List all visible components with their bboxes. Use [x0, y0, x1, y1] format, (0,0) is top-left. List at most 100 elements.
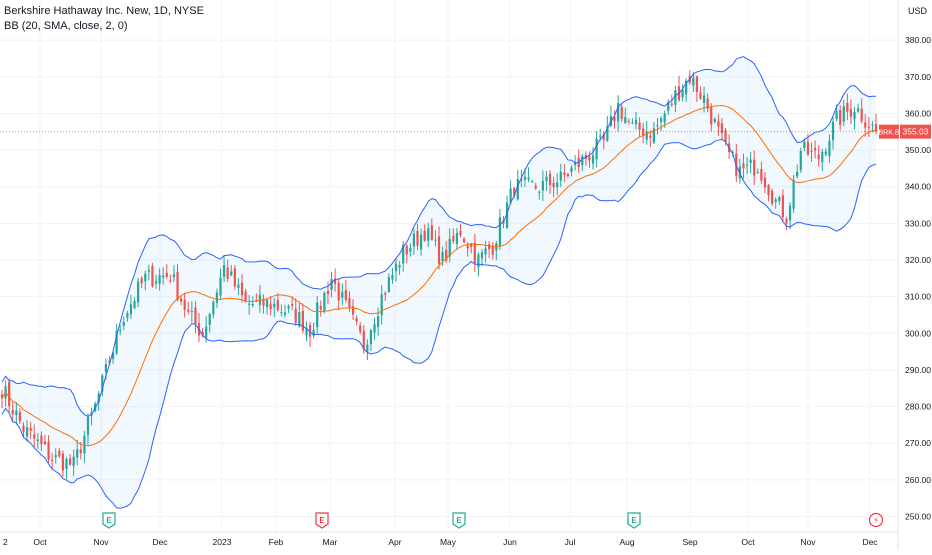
- candle[interactable]: [222, 255, 226, 282]
- candle[interactable]: [756, 168, 759, 174]
- candle[interactable]: [54, 448, 57, 464]
- candle[interactable]: [799, 147, 802, 174]
- candle[interactable]: [351, 299, 355, 320]
- candle[interactable]: [810, 142, 813, 162]
- candle[interactable]: [194, 300, 197, 334]
- candle[interactable]: [813, 140, 817, 159]
- candle[interactable]: [233, 265, 236, 290]
- candle[interactable]: [824, 147, 827, 157]
- candle[interactable]: [129, 295, 133, 320]
- candle[interactable]: [76, 439, 79, 465]
- candle[interactable]: [545, 170, 548, 191]
- candle[interactable]: [566, 172, 570, 178]
- candle[interactable]: [86, 413, 90, 445]
- candle[interactable]: [849, 99, 853, 125]
- candle[interactable]: [570, 165, 573, 177]
- candle[interactable]: [856, 103, 860, 113]
- candle[interactable]: [753, 150, 756, 185]
- candle[interactable]: [373, 317, 376, 341]
- time-axis[interactable]: 2 Oct Nov Dec 2023 Feb Mar Apr May Jun Jul Aug Sep Oc…: [0, 531, 898, 547]
- candle[interactable]: [319, 300, 322, 317]
- candle[interactable]: [387, 273, 390, 293]
- candle[interactable]: [162, 267, 165, 285]
- candle[interactable]: [509, 180, 512, 205]
- candle[interactable]: [831, 116, 835, 150]
- candle[interactable]: [763, 172, 767, 194]
- candle[interactable]: [158, 268, 161, 291]
- candle[interactable]: [470, 242, 473, 254]
- candle[interactable]: [18, 408, 22, 425]
- symbol-title[interactable]: Berkshire Hathaway Inc. New, 1D, NYSE: [4, 5, 204, 17]
- candle[interactable]: [556, 173, 559, 196]
- candle[interactable]: [341, 283, 344, 306]
- candle[interactable]: [291, 296, 294, 311]
- candle[interactable]: [491, 241, 494, 260]
- candle[interactable]: [423, 224, 426, 242]
- candle[interactable]: [430, 218, 433, 241]
- candle[interactable]: [459, 223, 462, 238]
- candle[interactable]: [842, 99, 845, 127]
- candle[interactable]: [685, 78, 688, 102]
- candle[interactable]: [484, 240, 487, 263]
- candle[interactable]: [796, 164, 799, 179]
- candle[interactable]: [695, 75, 699, 102]
- candle[interactable]: [308, 321, 312, 347]
- candle[interactable]: [749, 152, 752, 174]
- candle[interactable]: [448, 228, 451, 263]
- candle[interactable]: [11, 402, 14, 422]
- candle[interactable]: [0, 389, 4, 409]
- candle[interactable]: [144, 270, 147, 291]
- candle[interactable]: [853, 106, 856, 130]
- candle[interactable]: [201, 328, 204, 338]
- candle[interactable]: [674, 85, 677, 113]
- candle[interactable]: [538, 190, 541, 200]
- candle[interactable]: [355, 315, 358, 326]
- candle[interactable]: [147, 264, 150, 281]
- candle[interactable]: [634, 111, 638, 130]
- earnings-marker-icon[interactable]: ⚡: [868, 512, 884, 528]
- candle[interactable]: [616, 95, 620, 132]
- candle[interactable]: [441, 246, 444, 266]
- candle[interactable]: [366, 339, 369, 360]
- candle[interactable]: [8, 378, 11, 413]
- candle[interactable]: [208, 312, 211, 333]
- candle[interactable]: [398, 261, 401, 276]
- candle[interactable]: [276, 293, 279, 312]
- candle[interactable]: [283, 304, 287, 318]
- candle[interactable]: [36, 432, 39, 449]
- candle[interactable]: [563, 163, 566, 183]
- candle[interactable]: [344, 279, 347, 303]
- candle[interactable]: [781, 189, 784, 223]
- candle[interactable]: [334, 268, 337, 292]
- candle[interactable]: [394, 258, 398, 282]
- candle[interactable]: [190, 301, 193, 323]
- candle[interactable]: [821, 148, 824, 171]
- candle[interactable]: [219, 268, 222, 300]
- candle[interactable]: [552, 176, 555, 198]
- candle[interactable]: [169, 274, 172, 284]
- candle[interactable]: [559, 163, 562, 188]
- candle[interactable]: [215, 288, 219, 309]
- candle[interactable]: [244, 288, 247, 303]
- candle[interactable]: [58, 448, 61, 458]
- candle[interactable]: [101, 373, 104, 397]
- candle[interactable]: [445, 240, 448, 264]
- earnings-marker-icon[interactable]: E: [452, 512, 466, 529]
- candle[interactable]: [126, 310, 129, 322]
- candle[interactable]: [122, 316, 125, 331]
- candle[interactable]: [785, 216, 788, 231]
- candle[interactable]: [305, 321, 308, 342]
- candle[interactable]: [301, 303, 304, 334]
- candle[interactable]: [839, 105, 842, 131]
- candle[interactable]: [151, 263, 154, 288]
- candle[interactable]: [412, 228, 416, 255]
- candle[interactable]: [638, 117, 641, 138]
- candle[interactable]: [742, 153, 745, 179]
- candle[interactable]: [416, 223, 419, 251]
- candle[interactable]: [846, 93, 849, 121]
- candle[interactable]: [312, 322, 315, 339]
- candle[interactable]: [51, 452, 54, 469]
- candle[interactable]: [273, 297, 276, 318]
- candle[interactable]: [287, 304, 290, 313]
